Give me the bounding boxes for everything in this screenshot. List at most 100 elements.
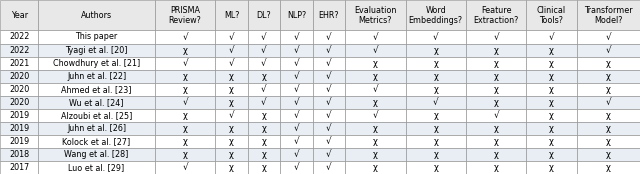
Text: Year: Year [11,11,28,20]
Bar [527,70,577,83]
Bar [466,96,527,109]
Bar [0,148,38,161]
Bar [345,70,406,83]
Bar [312,161,345,174]
Text: √: √ [261,46,267,54]
Text: χ: χ [606,150,611,159]
Text: χ: χ [494,72,499,81]
Text: χ: χ [494,46,499,54]
Bar [155,83,215,96]
Bar [215,135,248,148]
Text: 2019: 2019 [9,137,29,146]
Bar [527,44,577,57]
Bar [280,148,312,161]
Text: PRISMA
Review?: PRISMA Review? [168,6,202,25]
Bar [345,96,406,109]
Text: √: √ [294,124,300,133]
Bar [215,122,248,135]
Bar [406,148,466,161]
Text: Wang et al. [28]: Wang et al. [28] [65,150,129,159]
Bar [38,57,155,70]
Bar [280,30,312,44]
Text: 2019: 2019 [9,111,29,120]
Text: Alzoubi et al. [25]: Alzoubi et al. [25] [61,111,132,120]
Bar [38,161,155,174]
Text: χ: χ [494,85,499,94]
Bar [248,70,280,83]
Bar [0,122,38,135]
Text: √: √ [294,98,300,107]
Text: χ: χ [262,111,266,120]
Text: √: √ [294,72,300,81]
Text: χ: χ [182,150,188,159]
Bar [466,44,527,57]
Bar [215,96,248,109]
Bar [345,161,406,174]
Text: χ: χ [549,59,554,68]
Bar [577,148,640,161]
Bar [406,70,466,83]
Bar [215,148,248,161]
Text: χ: χ [229,98,234,107]
Bar [248,57,280,70]
Text: √: √ [326,33,332,41]
Text: χ: χ [229,72,234,81]
Bar [155,30,215,44]
Bar [38,83,155,96]
Text: Luo et al. [29]: Luo et al. [29] [68,163,125,172]
Bar [0,57,38,70]
Bar [155,96,215,109]
Bar [406,122,466,135]
Bar [406,109,466,122]
Bar [280,83,312,96]
Bar [577,122,640,135]
Text: √: √ [326,111,332,120]
Text: √: √ [326,150,332,159]
Text: χ: χ [229,124,234,133]
Text: √: √ [294,137,300,146]
Bar [38,109,155,122]
Bar [577,109,640,122]
Bar [0,83,38,96]
Bar [38,70,155,83]
Text: Wu et al. [24]: Wu et al. [24] [69,98,124,107]
Bar [248,161,280,174]
Text: √: √ [433,98,438,107]
Text: χ: χ [373,72,378,81]
Bar [155,57,215,70]
Bar [527,109,577,122]
Text: DL?: DL? [257,11,271,20]
Bar [406,44,466,57]
Bar [312,135,345,148]
Text: √: √ [326,72,332,81]
Text: 2020: 2020 [9,72,29,81]
Text: Evaluation
Metrics?: Evaluation Metrics? [354,6,397,25]
Bar [280,135,312,148]
Bar [155,70,215,83]
Bar [0,161,38,174]
Bar [0,30,38,44]
Text: χ: χ [494,98,499,107]
Text: χ: χ [549,46,554,54]
Text: χ: χ [494,124,499,133]
Bar [527,135,577,148]
Bar [38,30,155,44]
Text: √: √ [605,98,611,107]
Text: χ: χ [606,163,611,172]
Bar [312,83,345,96]
Bar [577,161,640,174]
Bar [248,122,280,135]
Text: χ: χ [373,137,378,146]
Text: Tyagi et al. [20]: Tyagi et al. [20] [65,46,128,54]
Text: 2018: 2018 [9,150,29,159]
Bar [406,161,466,174]
Bar [345,44,406,57]
Text: √: √ [326,59,332,68]
Text: χ: χ [606,137,611,146]
Text: √: √ [294,150,300,159]
Text: χ: χ [606,124,611,133]
Bar [248,83,280,96]
Bar [280,0,312,30]
Text: ML?: ML? [224,11,239,20]
Text: χ: χ [262,163,266,172]
